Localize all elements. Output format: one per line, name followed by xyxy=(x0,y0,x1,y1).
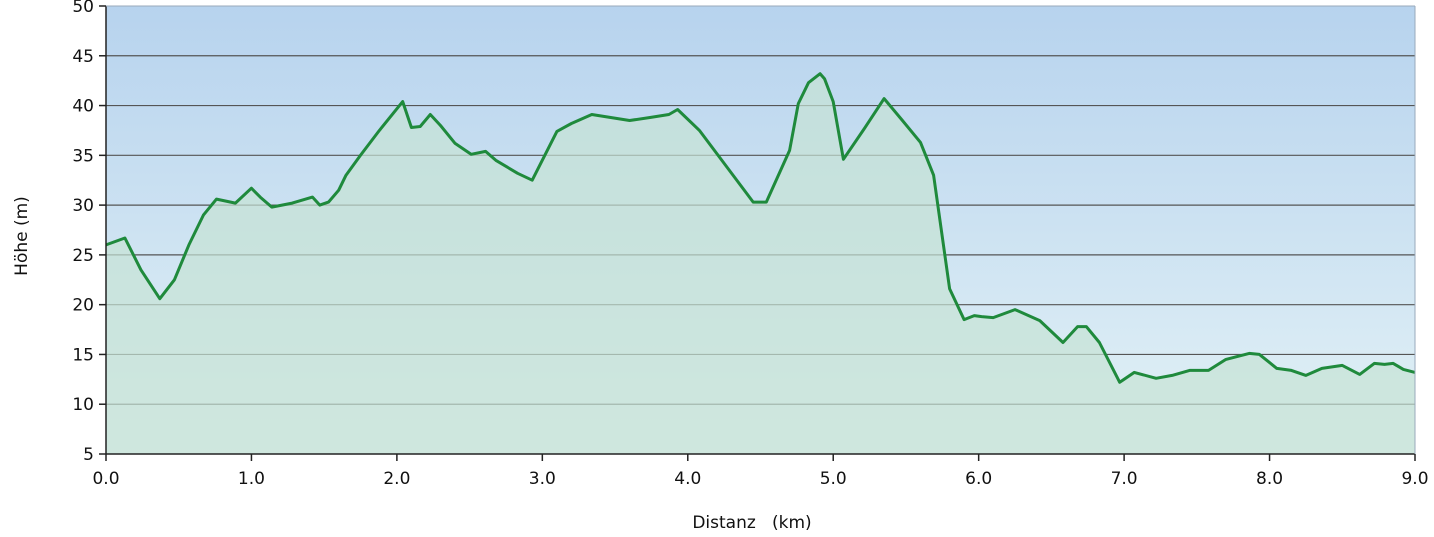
elevation-area xyxy=(106,73,1415,454)
y-tick-label: 20 xyxy=(72,296,94,316)
x-tick-label: 7.0 xyxy=(1111,469,1138,489)
x-axis-title: Distanz (km) xyxy=(692,513,811,533)
axes xyxy=(105,5,1416,455)
y-tick-labels: 5 10 15 20 25 30 35 40 45 50 xyxy=(72,0,106,465)
x-tick-label: 4.0 xyxy=(674,469,701,489)
x-tick-label: 3.0 xyxy=(529,469,556,489)
y-tick-label: 25 xyxy=(72,246,94,266)
x-tick-label: 9.0 xyxy=(1401,469,1428,489)
elevation-line xyxy=(105,72,1416,384)
y-tick-label: 30 xyxy=(72,196,94,216)
y-axis-title: Höhe (m) xyxy=(12,196,32,276)
y-tick-label: 5 xyxy=(83,445,94,465)
x-tick-label: 8.0 xyxy=(1256,469,1283,489)
x-tick-labels: 0.0 1.0 2.0 3.0 4.0 5.0 6.0 7.0 8.0 9.0 xyxy=(92,454,1429,489)
x-tick-label: 0.0 xyxy=(92,469,119,489)
y-tick-label: 45 xyxy=(72,47,94,67)
y-tick-label: 50 xyxy=(72,0,94,17)
x-tick-label: 2.0 xyxy=(383,469,410,489)
y-tick-label: 10 xyxy=(72,395,94,415)
x-tick-label: 5.0 xyxy=(820,469,847,489)
y-tick-label: 40 xyxy=(72,97,94,117)
y-tick-label: 35 xyxy=(72,146,94,166)
x-tick-label: 6.0 xyxy=(965,469,992,489)
y-tick-label: 15 xyxy=(72,345,94,365)
x-tick-label: 1.0 xyxy=(238,469,265,489)
